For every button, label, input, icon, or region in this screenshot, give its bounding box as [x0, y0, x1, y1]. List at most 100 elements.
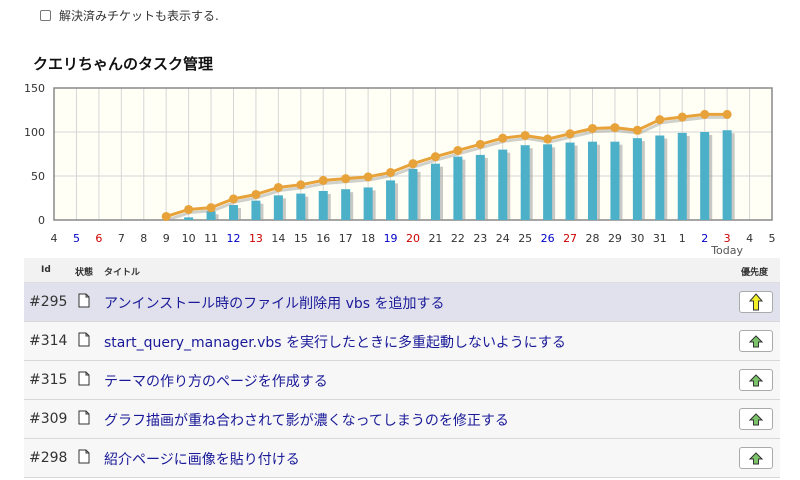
bar — [408, 168, 418, 220]
header-priority[interactable]: 優先度 — [741, 268, 769, 278]
priority-high-arrow-icon — [749, 293, 763, 311]
bar — [610, 141, 620, 220]
bar — [655, 135, 665, 220]
line-point — [318, 175, 328, 185]
x-tick-label: 23 — [473, 232, 487, 245]
x-tick-label: 9 — [163, 232, 170, 245]
bar — [588, 141, 597, 220]
document-icon — [78, 332, 90, 347]
line-point — [430, 152, 440, 162]
x-tick-label: 5 — [769, 232, 776, 245]
document-icon — [78, 410, 90, 425]
line-point — [273, 182, 283, 192]
x-tick-label: 29 — [608, 232, 622, 245]
ticket-title-link[interactable]: テーマの作り方のページを作成する — [104, 374, 328, 390]
x-tick-label: 8 — [140, 232, 147, 245]
priority-button[interactable] — [739, 408, 773, 430]
table-row[interactable]: #315 テーマの作り方のページを作成する — [24, 361, 780, 400]
bar — [251, 200, 261, 220]
x-tick-label: 14 — [271, 232, 285, 245]
ticket-title-link[interactable]: start_query_manager.vbs を実行したときに多重起動しないよ… — [104, 335, 566, 351]
ticket-id[interactable]: #314 — [29, 333, 68, 349]
table-row[interactable]: #309 グラフ描画が重ね合わされて影が濃くなってしまうのを修正する — [24, 400, 780, 439]
x-tick-label: 30 — [630, 232, 644, 245]
ticket-title-link[interactable]: グラフ描画が重ね合わされて影が濃くなってしまうのを修正する — [104, 413, 509, 429]
ticket-id[interactable]: #295 — [29, 294, 68, 310]
y-tick-label: 50 — [31, 170, 45, 183]
bar — [453, 156, 463, 220]
line-point — [655, 115, 665, 125]
table-row[interactable]: #314 start_query_manager.vbs を実行したときに多重起動… — [24, 322, 780, 361]
line-point — [588, 123, 597, 133]
x-tick-label: 10 — [182, 232, 196, 245]
x-tick-label: 21 — [428, 232, 442, 245]
line-point — [700, 109, 710, 119]
line-point — [543, 134, 553, 144]
x-tick-label: 12 — [227, 232, 241, 245]
priority-button[interactable] — [739, 330, 773, 352]
bar — [565, 142, 575, 220]
document-icon — [78, 293, 90, 308]
bar — [632, 138, 642, 220]
ticket-title-link[interactable]: アンインストール時のファイル削除用 vbs を追加する — [104, 296, 445, 312]
bar — [543, 144, 553, 220]
bar — [273, 195, 283, 220]
show-resolved-label: 解決済みチケットも表示する. — [59, 9, 219, 23]
bar — [520, 145, 530, 220]
show-resolved-filter[interactable]: 解決済みチケットも表示する. — [40, 7, 219, 24]
y-tick-label: 150 — [24, 82, 45, 95]
x-tick-label: 25 — [518, 232, 532, 245]
document-icon — [78, 371, 90, 386]
y-tick-label: 0 — [38, 214, 45, 227]
x-tick-label: 4 — [51, 232, 58, 245]
x-tick-label: 18 — [361, 232, 375, 245]
x-tick-label: 6 — [95, 232, 102, 245]
line-point — [632, 125, 642, 135]
x-tick-label: 15 — [294, 232, 308, 245]
x-tick-label: 24 — [496, 232, 510, 245]
table-row[interactable]: #295 アンインストール時のファイル削除用 vbs を追加する — [24, 283, 780, 322]
bar — [341, 189, 351, 220]
line-point — [610, 123, 620, 133]
priority-normal-arrow-icon — [749, 373, 763, 386]
x-tick-label: 19 — [384, 232, 398, 245]
y-tick-label: 100 — [24, 126, 45, 139]
x-tick-label: 11 — [204, 232, 218, 245]
line-point — [296, 180, 306, 190]
ticket-id[interactable]: #298 — [29, 450, 68, 466]
header-status[interactable]: 状態 — [75, 268, 94, 278]
priority-normal-arrow-icon — [749, 412, 763, 425]
x-tick-label: 28 — [586, 232, 600, 245]
show-resolved-checkbox[interactable] — [40, 10, 51, 21]
x-tick-label: 17 — [339, 232, 353, 245]
priority-button[interactable] — [739, 369, 773, 391]
priority-button[interactable] — [739, 291, 773, 313]
bar — [206, 211, 216, 220]
line-point — [565, 129, 575, 139]
x-tick-label: 31 — [653, 232, 667, 245]
line-point — [229, 194, 238, 204]
table-row[interactable]: #298 紹介ページに画像を貼り付ける — [24, 439, 780, 478]
line-point — [386, 167, 396, 177]
bar — [386, 180, 396, 220]
ticket-id[interactable]: #309 — [29, 411, 68, 427]
x-tick-label: 27 — [563, 232, 577, 245]
ticket-id[interactable]: #315 — [29, 372, 68, 388]
line-point — [408, 159, 418, 169]
x-tick-label: 16 — [316, 232, 330, 245]
chart-title: クエリちゃんのタスク管理 — [33, 55, 214, 73]
today-label: Today — [710, 244, 743, 256]
priority-button[interactable] — [739, 447, 773, 469]
bar — [430, 163, 440, 220]
x-tick-label: 22 — [451, 232, 465, 245]
bar — [677, 132, 687, 220]
x-tick-label: 13 — [249, 232, 263, 245]
bar — [184, 217, 194, 220]
header-title[interactable]: タイトル — [104, 268, 141, 278]
x-tick-label: 3 — [724, 232, 731, 245]
header-id[interactable]: Id — [41, 265, 51, 275]
ticket-title-link[interactable]: 紹介ページに画像を貼り付ける — [104, 452, 300, 468]
priority-normal-arrow-icon — [749, 334, 763, 347]
priority-normal-arrow-icon — [749, 451, 763, 464]
